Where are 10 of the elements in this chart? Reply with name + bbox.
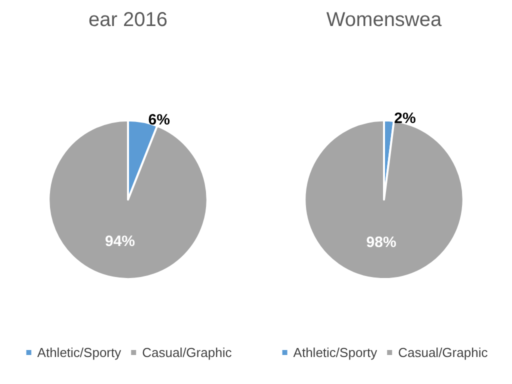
chart-title: Womenswea: [326, 9, 442, 31]
chart-title: ear 2016: [88, 9, 168, 31]
data-label: 2%: [394, 110, 416, 127]
data-label: 94%: [104, 233, 136, 250]
legend-label: Casual/Graphic: [398, 345, 488, 360]
data-label: 6%: [148, 111, 170, 128]
legend-label: Casual/Graphic: [142, 345, 232, 360]
legend-label: Athletic/Sporty: [293, 345, 378, 360]
legend-label: Athletic/Sporty: [37, 345, 122, 360]
data-label: 98%: [366, 234, 396, 251]
